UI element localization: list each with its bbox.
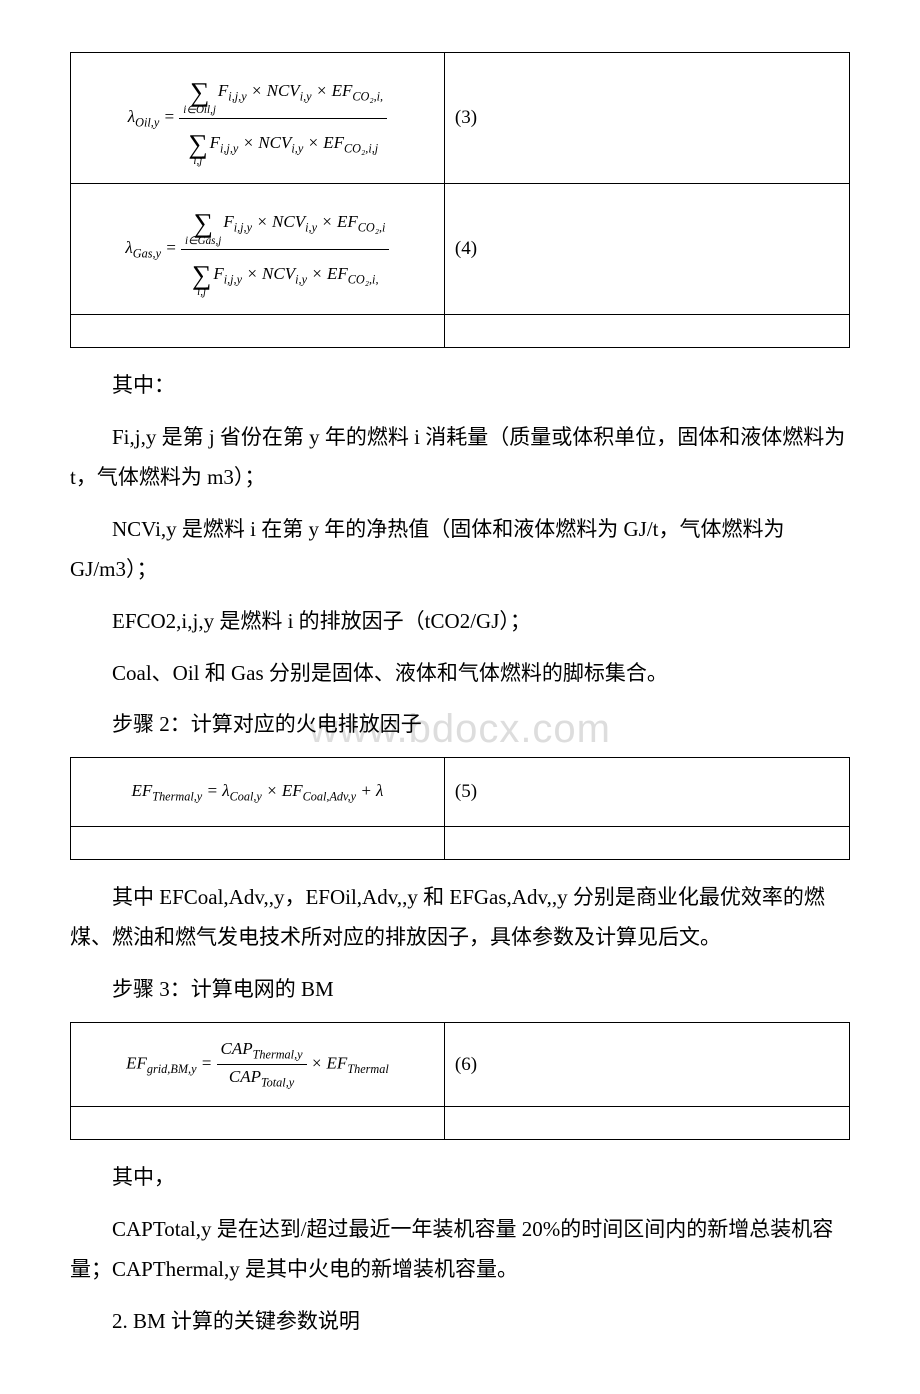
- formula-table-2: EFThermal,y = λCoal,y × EFCoal,Adv,y + λ…: [70, 757, 850, 860]
- empty-cell: [71, 315, 445, 348]
- table-row: λOil,y = ∑i∈Oil,jFi,j,y × NCVi,y × EFCO₂…: [71, 53, 850, 184]
- equation-number: (6): [444, 1023, 849, 1107]
- formula-cell-3: λOil,y = ∑i∈Oil,jFi,j,y × NCVi,y × EFCO₂…: [71, 53, 445, 184]
- table-row-empty: [71, 315, 850, 348]
- paragraph-step3: 步骤 3：计算电网的 BM: [70, 970, 850, 1010]
- empty-cell: [71, 827, 445, 860]
- empty-cell: [71, 1107, 445, 1140]
- formula-cell-6: EFgrid,BM,y = CAPThermal,yCAPTotal,y × E…: [71, 1023, 445, 1107]
- table-row-empty: [71, 827, 850, 860]
- table-row: λGas,y = ∑i∈Gas,jFi,j,y × NCVi,y × EFCO₂…: [71, 184, 850, 315]
- paragraph-where2: 其中，: [70, 1158, 850, 1198]
- formula-table-3: EFgrid,BM,y = CAPThermal,yCAPTotal,y × E…: [70, 1022, 850, 1140]
- paragraph-bm-params: 2. BM 计算的关键参数说明: [70, 1302, 850, 1342]
- paragraph-step2: 步骤 2：计算对应的火电排放因子: [70, 705, 850, 745]
- paragraph-efcoal: 其中 EFCoal,Adv,,y，EFOil,Adv,,y 和 EFGas,Ad…: [70, 878, 850, 958]
- empty-cell: [444, 827, 849, 860]
- paragraph-fijy: Fi,j,y 是第 j 省份在第 y 年的燃料 i 消耗量（质量或体积单位，固体…: [70, 418, 850, 498]
- paragraph-ncv: NCVi,y 是燃料 i 在第 y 年的净热值（固体和液体燃料为 GJ/t，气体…: [70, 510, 850, 590]
- table-row-empty: [71, 1107, 850, 1140]
- equation-number: (5): [444, 758, 849, 827]
- equation-number: (4): [444, 184, 849, 315]
- table-row: EFThermal,y = λCoal,y × EFCoal,Adv,y + λ…: [71, 758, 850, 827]
- formula-cell-5: EFThermal,y = λCoal,y × EFCoal,Adv,y + λ: [71, 758, 445, 827]
- paragraph-captotal: CAPTotal,y 是在达到/超过最近一年装机容量 20%的时间区间内的新增总…: [70, 1210, 850, 1290]
- table-row: EFgrid,BM,y = CAPThermal,yCAPTotal,y × E…: [71, 1023, 850, 1107]
- equation-number: (3): [444, 53, 849, 184]
- empty-cell: [444, 1107, 849, 1140]
- formula-table-1: λOil,y = ∑i∈Oil,jFi,j,y × NCVi,y × EFCO₂…: [70, 52, 850, 348]
- empty-cell: [444, 315, 849, 348]
- formula-cell-4: λGas,y = ∑i∈Gas,jFi,j,y × NCVi,y × EFCO₂…: [71, 184, 445, 315]
- paragraph-efco2: EFCO2,i,j,y 是燃料 i 的排放因子（tCO2/GJ）；: [70, 602, 850, 642]
- paragraph-where: 其中：: [70, 366, 850, 406]
- paragraph-coal-oil-gas: Coal、Oil 和 Gas 分别是固体、液体和气体燃料的脚标集合。: [70, 654, 850, 694]
